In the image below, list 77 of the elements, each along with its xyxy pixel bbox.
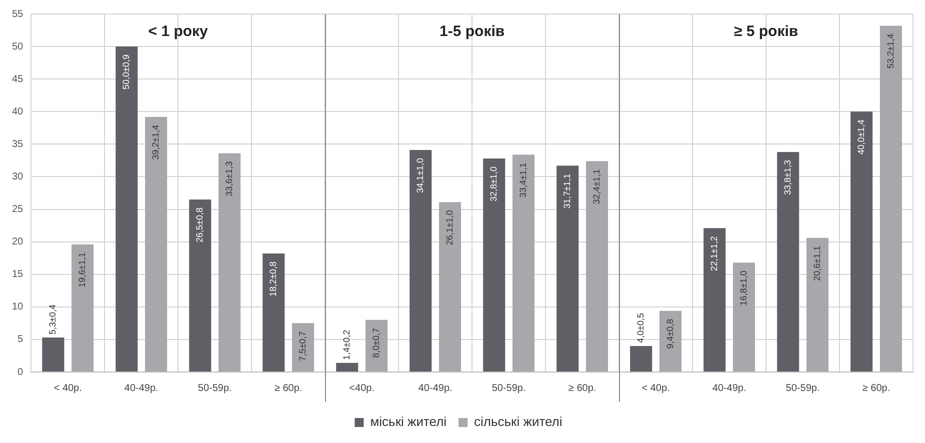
x-tick-label: 50-59р. <box>492 382 526 394</box>
y-tick-label: 30 <box>12 171 24 182</box>
data-label: 31,7±1,1 <box>562 174 572 209</box>
legend-label: сільські жителі <box>474 414 562 430</box>
data-label: 33,4±1,1 <box>518 162 528 198</box>
x-tick-label: 50-59р. <box>786 382 820 394</box>
data-label: 16,8±1,0 <box>738 270 748 306</box>
data-label: 8,0±0,7 <box>371 328 382 358</box>
bar <box>880 26 902 372</box>
annotation: ≥ 5 років <box>734 23 798 40</box>
bar <box>145 116 168 372</box>
data-label: 18,2±0,8 <box>268 262 278 297</box>
data-label: 4,0±0,5 <box>636 312 646 343</box>
x-tick-label: <40р. <box>349 382 374 394</box>
bar <box>483 158 506 372</box>
x-tick-label: < 40р. <box>54 382 82 394</box>
y-tick-label: 45 <box>12 74 24 85</box>
bar <box>116 46 138 372</box>
bar <box>806 238 828 372</box>
bar <box>850 112 873 372</box>
data-label: 26,5±0,8 <box>194 208 205 242</box>
y-tick-label: 35 <box>12 138 24 150</box>
y-tick-label: 40 <box>12 106 24 118</box>
bar <box>218 153 241 372</box>
bar <box>42 338 64 372</box>
x-tick-label: 40-49р. <box>418 382 452 394</box>
data-label: 33,8±1,3 <box>782 160 793 195</box>
data-label: 53,2±1,4 <box>885 34 896 69</box>
data-label: 1,4±0,2 <box>342 330 352 360</box>
bar <box>366 320 388 372</box>
bar <box>262 254 285 372</box>
x-tick-label: 40-49р. <box>712 382 746 394</box>
bar <box>630 346 652 372</box>
data-label: 26,1±1,0 <box>444 210 454 246</box>
bar <box>556 166 579 372</box>
data-label: 32,8±1,0 <box>488 166 499 202</box>
bar <box>732 262 755 372</box>
data-label: 34,1±1,0 <box>415 158 426 194</box>
y-tick-label: 25 <box>12 204 24 216</box>
bar <box>777 152 800 372</box>
x-tick-label: < 40р. <box>642 382 670 394</box>
data-label: 22,1±1,2 <box>709 236 720 272</box>
x-tick-label: ≥ 60р. <box>568 382 596 394</box>
x-tick-label: 50-59р. <box>198 382 232 394</box>
bar <box>704 228 726 372</box>
data-label: 5,3±0,4 <box>48 304 58 334</box>
annotation: < 1 року <box>148 23 209 40</box>
y-tick-label: 0 <box>18 366 24 378</box>
legend-label: міські жителі <box>370 414 447 430</box>
data-label: 32,4±1,1 <box>591 169 602 204</box>
bar <box>586 161 608 372</box>
bar <box>292 323 314 372</box>
annotation: 1-5 років <box>440 23 505 40</box>
data-label: 7,5±0,7 <box>298 331 308 362</box>
bar <box>659 310 682 372</box>
y-tick-label: 10 <box>12 302 24 313</box>
bar <box>438 202 462 372</box>
data-label: 33,6±1,3 <box>224 161 234 196</box>
data-label: 39,2±1,4 <box>150 124 161 160</box>
bar <box>410 150 432 372</box>
data-label: 19,6±1,1 <box>77 252 88 288</box>
bar <box>336 362 358 372</box>
data-label: 50,0±0,9 <box>121 54 132 90</box>
data-label: 20,6±1,1 <box>812 246 822 281</box>
y-tick-label: 15 <box>12 269 24 280</box>
bar <box>512 154 535 372</box>
bar <box>189 200 212 372</box>
y-tick-label: 55 <box>12 8 24 20</box>
y-tick-label: 20 <box>12 236 24 248</box>
y-tick-label: 50 <box>12 41 24 52</box>
x-tick-label: ≥ 60р. <box>862 382 890 394</box>
x-tick-label: ≥ 60р. <box>274 382 302 394</box>
y-tick-label: 5 <box>18 334 24 346</box>
data-label: 9,4±0,8 <box>664 318 675 349</box>
bar <box>72 244 94 372</box>
data-label: 40,0±1,4 <box>856 120 866 155</box>
x-tick-label: 40-49р. <box>124 382 158 394</box>
